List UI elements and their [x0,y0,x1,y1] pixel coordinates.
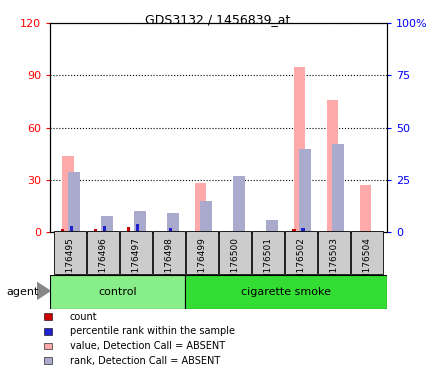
Bar [136,224,139,232]
Bar [219,231,250,274]
Bar [326,100,338,232]
Text: count: count [69,312,97,322]
Text: GSM176497: GSM176497 [131,237,140,292]
Bar [266,220,277,232]
Bar [50,275,184,309]
Text: GSM176501: GSM176501 [263,237,272,292]
Bar [101,215,112,232]
Bar [68,172,79,232]
Bar [127,227,130,232]
Bar [94,229,97,232]
Text: percentile rank within the sample: percentile rank within the sample [69,326,234,336]
Bar [200,201,211,232]
Bar [54,231,85,274]
Bar [120,231,151,274]
Bar [87,231,118,274]
Text: value, Detection Call = ABSENT: value, Detection Call = ABSENT [69,341,224,351]
Text: agent: agent [7,287,39,297]
Bar [61,229,64,232]
Text: control: control [98,287,136,297]
Bar [299,149,310,232]
Bar [169,228,172,232]
Bar [293,67,305,232]
Bar [285,231,316,274]
Bar [332,144,343,232]
Text: cigarette smoke: cigarette smoke [240,287,330,297]
Text: GDS3132 / 1456839_at: GDS3132 / 1456839_at [145,13,289,26]
Bar [252,231,283,274]
Text: GSM176503: GSM176503 [329,237,338,292]
Bar [300,228,304,232]
Bar [186,231,217,274]
Bar [153,231,184,274]
Text: GSM176500: GSM176500 [230,237,239,292]
Bar [359,185,371,232]
Text: GSM176496: GSM176496 [98,237,107,292]
Bar [292,229,295,232]
Bar [233,176,244,232]
Text: rank, Detection Call = ABSENT: rank, Detection Call = ABSENT [69,356,219,366]
Bar [194,184,206,232]
Bar [167,214,178,232]
Bar [318,231,349,274]
Text: GSM176504: GSM176504 [362,237,371,292]
Bar [70,226,73,232]
Bar [351,231,382,274]
Polygon shape [37,283,50,300]
Text: GSM176498: GSM176498 [164,237,173,292]
Bar [62,156,74,232]
Bar [184,275,386,309]
Text: GSM176502: GSM176502 [296,237,305,292]
Text: GSM176499: GSM176499 [197,237,206,292]
Bar [134,211,145,232]
Bar [103,226,106,232]
Text: GSM176495: GSM176495 [65,237,74,292]
